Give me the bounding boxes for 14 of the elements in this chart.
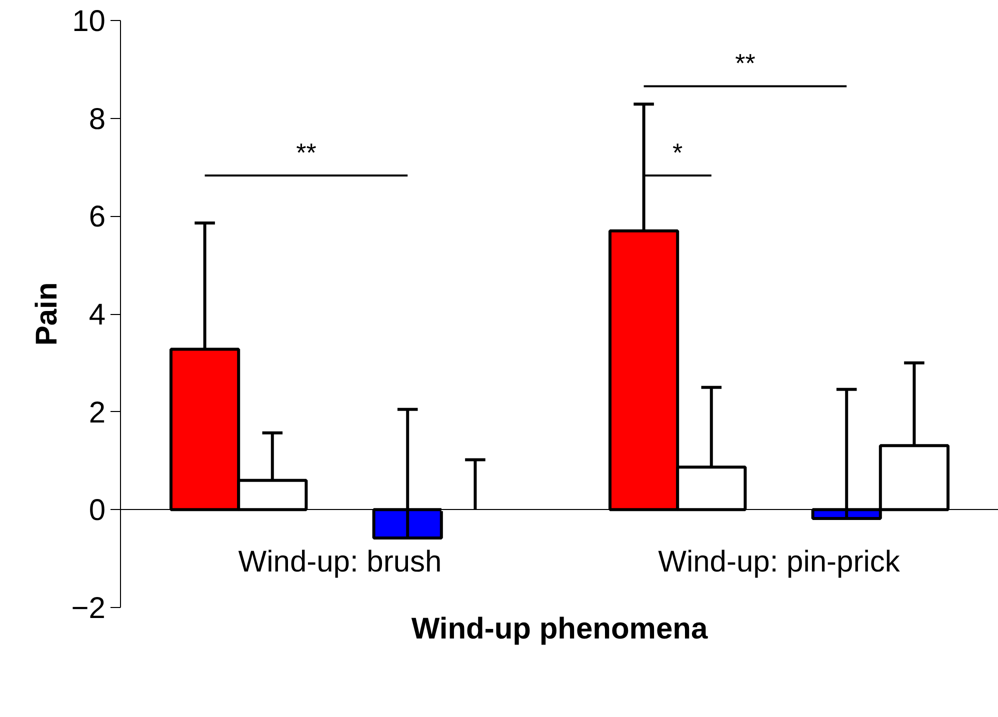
y-tick-label: 2 (88, 396, 106, 430)
annotation: ** (735, 48, 756, 78)
y-tick-label: 6 (88, 200, 106, 234)
y-tick-label: 0 (88, 494, 106, 528)
y-axis-title: Pain (30, 282, 64, 346)
y-tick-label: 8 (88, 102, 106, 136)
annotation: ** (296, 137, 316, 168)
y-tick-label: 4 (88, 298, 106, 332)
x-tick-label: Wind-up: brush (238, 546, 442, 579)
y-tick-label: 10 (72, 5, 106, 38)
annotation: * (672, 137, 683, 168)
y-tick-label: −2 (71, 592, 106, 625)
x-tick-label: Wind-up: pin-prick (658, 546, 901, 579)
x-axis-title: Wind-up phenomena (411, 612, 708, 646)
